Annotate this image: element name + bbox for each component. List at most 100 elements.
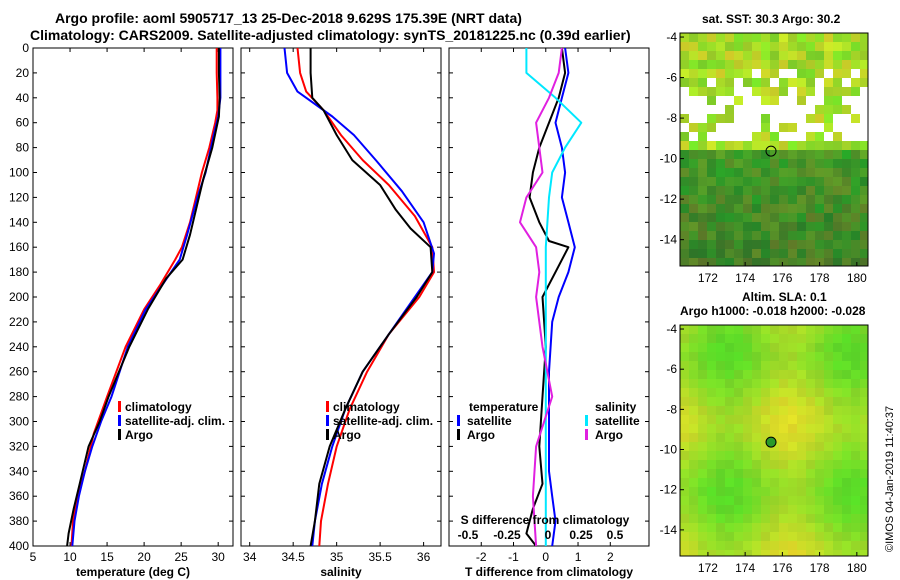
sst-map-cell — [770, 60, 779, 69]
sst-map-cell — [797, 186, 806, 195]
y-tick-label: 260 — [9, 365, 29, 379]
sst-map-cell — [851, 51, 860, 60]
sst-map-cell — [806, 69, 815, 78]
sla-map-cell — [707, 478, 716, 487]
sst-map-cell — [833, 42, 842, 51]
legend-swatch — [326, 401, 329, 412]
sla-map-cell — [680, 469, 689, 478]
sst-map-cell — [779, 240, 788, 249]
sst-map-cell — [797, 33, 806, 42]
sla-map-cell — [707, 415, 716, 424]
sla-map-cell — [761, 406, 770, 415]
sst-map-cell — [824, 168, 833, 177]
sla-map-cell — [842, 379, 851, 388]
sla-map-cell — [734, 514, 743, 523]
sst-map-cell — [752, 78, 761, 87]
sla-map-cell — [860, 388, 868, 397]
sla-map-cell — [824, 388, 833, 397]
legend-swatch — [457, 415, 460, 426]
sst-map-cell — [815, 60, 824, 69]
sst-map-cell — [770, 258, 779, 266]
sla-map-cell — [824, 370, 833, 379]
sst-map-cell — [824, 186, 833, 195]
sla-map-cell — [842, 343, 851, 352]
sst-map-cell — [752, 150, 761, 159]
sst-map-cell — [770, 42, 779, 51]
sla-map-cell — [806, 442, 815, 451]
sst-map-cell — [842, 51, 851, 60]
sla-map-cell — [842, 523, 851, 532]
sla-map-cell — [716, 325, 725, 334]
sla-map-cell — [824, 424, 833, 433]
sla-map-cell — [707, 361, 716, 370]
sst-map-cell — [824, 222, 833, 231]
sst-map-cell — [761, 168, 770, 177]
sst-map-cell — [716, 159, 725, 168]
sla-map-cell — [788, 325, 797, 334]
sla-map-cell — [815, 496, 824, 505]
sst-map-cell — [824, 258, 833, 266]
sla-map-cell — [797, 487, 806, 496]
sla-map-cell — [860, 505, 868, 514]
sla-map-cell — [761, 325, 770, 334]
sst-map-cell — [716, 114, 725, 123]
sla-map-cell — [788, 424, 797, 433]
sla-map-cell — [788, 523, 797, 532]
sst-map-cell — [680, 258, 689, 266]
sla-map-cell — [824, 451, 833, 460]
sst-map-cell — [689, 87, 698, 96]
sla-map-cell — [743, 523, 752, 532]
sla-map-cell — [707, 325, 716, 334]
sla-map-cell — [689, 361, 698, 370]
sla-map-cell — [806, 388, 815, 397]
sst-map-cell — [761, 114, 770, 123]
sla-map-cell — [797, 505, 806, 514]
sla-map-cell — [851, 388, 860, 397]
sst-map-cell — [860, 141, 868, 150]
sst-map — [680, 33, 868, 266]
sst-map-cell — [851, 186, 860, 195]
sst-map-cell — [707, 51, 716, 60]
y-tick-label: 180 — [9, 265, 29, 279]
sla-map-cell — [851, 433, 860, 442]
x-tick-label-difference: 0 — [542, 550, 549, 564]
sla-map-cell — [788, 469, 797, 478]
sst-map-cell — [815, 141, 824, 150]
sst-map-cell — [770, 87, 779, 96]
sst-map-cell — [716, 87, 725, 96]
sst-map-cell — [815, 33, 824, 42]
sst-map-cell — [806, 168, 815, 177]
sla-map-cell — [770, 460, 779, 469]
sst-map-cell — [824, 114, 833, 123]
sla-map-cell — [734, 433, 743, 442]
sla-map-cell — [761, 442, 770, 451]
sst-map-cell — [833, 159, 842, 168]
sla-map-cell — [743, 388, 752, 397]
sst-map-cell — [797, 168, 806, 177]
sla-map-cell — [698, 388, 707, 397]
sst-map-cell — [680, 42, 689, 51]
y-tick-label: 40 — [16, 91, 30, 105]
sst-map-cell — [716, 177, 725, 186]
sst-map-cell — [734, 150, 743, 159]
sla-map-cell — [743, 487, 752, 496]
sla-map-cell — [770, 343, 779, 352]
sla-map-cell — [833, 451, 842, 460]
sst-map-cell — [725, 177, 734, 186]
x-tick-label-temperature: 20 — [137, 550, 151, 564]
sla-map-cell — [752, 379, 761, 388]
sla-map-cell — [707, 550, 716, 556]
sla-map-cell — [707, 343, 716, 352]
sst-map-cell — [788, 204, 797, 213]
x-axis-label-difference: T difference from climatology — [465, 565, 633, 579]
sst-map-cell — [707, 204, 716, 213]
sst-map-cell — [689, 177, 698, 186]
sla-map-cell — [689, 388, 698, 397]
sla-map-cell — [689, 496, 698, 505]
sla-map-cell — [752, 496, 761, 505]
sla-map-cell — [743, 415, 752, 424]
sla-map-cell — [716, 343, 725, 352]
sst-map-cell — [851, 213, 860, 222]
sla-map-cell — [851, 361, 860, 370]
sla-map-cell — [770, 397, 779, 406]
